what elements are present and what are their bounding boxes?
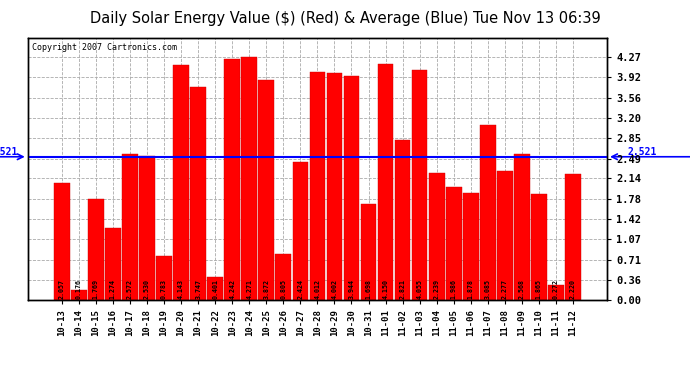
Text: 1.769: 1.769 — [93, 279, 99, 299]
Bar — [173, 64, 189, 300]
Text: Copyright 2007 Cartronics.com: Copyright 2007 Cartronics.com — [32, 43, 177, 52]
Bar — [395, 140, 411, 300]
Text: Daily Solar Energy Value ($) (Red) & Average (Blue) Tue Nov 13 06:39: Daily Solar Energy Value ($) (Red) & Ave… — [90, 11, 600, 26]
Bar — [224, 59, 240, 300]
Text: 2.057: 2.057 — [59, 279, 65, 299]
Text: 2.530: 2.530 — [144, 279, 150, 299]
Text: 0.401: 0.401 — [212, 279, 218, 299]
Bar — [122, 154, 138, 300]
Text: 1.865: 1.865 — [536, 279, 542, 299]
Bar — [548, 285, 564, 300]
Bar — [310, 72, 325, 300]
Bar — [412, 70, 428, 300]
Text: 2.277: 2.277 — [502, 279, 508, 299]
Bar — [480, 125, 495, 300]
Bar — [241, 57, 257, 300]
Text: 4.143: 4.143 — [178, 279, 184, 299]
Text: 1.878: 1.878 — [468, 279, 474, 299]
Text: 1.274: 1.274 — [110, 279, 116, 299]
Text: 2.521: 2.521 — [628, 147, 657, 157]
Bar — [326, 73, 342, 300]
Bar — [71, 290, 87, 300]
Bar — [105, 228, 121, 300]
Bar — [88, 200, 104, 300]
Text: 4.002: 4.002 — [331, 279, 337, 299]
Text: 0.783: 0.783 — [161, 279, 167, 299]
Text: 3.944: 3.944 — [348, 279, 355, 299]
Text: 4.271: 4.271 — [246, 279, 253, 299]
Bar — [156, 255, 172, 300]
Text: 4.150: 4.150 — [382, 279, 388, 299]
Text: 2.572: 2.572 — [127, 279, 133, 299]
Text: 2.568: 2.568 — [519, 279, 525, 299]
Bar — [377, 64, 393, 300]
Text: 2.239: 2.239 — [434, 279, 440, 299]
Bar — [497, 171, 513, 300]
Bar — [361, 204, 376, 300]
Text: 4.055: 4.055 — [417, 279, 423, 299]
Bar — [207, 277, 223, 300]
Bar — [54, 183, 70, 300]
Text: 1.698: 1.698 — [366, 279, 371, 299]
Text: 2.821: 2.821 — [400, 279, 406, 299]
Text: 2.220: 2.220 — [570, 279, 576, 299]
Bar — [531, 194, 546, 300]
Text: 4.242: 4.242 — [229, 279, 235, 299]
Bar — [259, 80, 274, 300]
Text: 0.805: 0.805 — [280, 279, 286, 299]
Bar — [293, 162, 308, 300]
Text: 4.012: 4.012 — [315, 279, 320, 299]
Text: 3.872: 3.872 — [264, 279, 269, 299]
Bar — [565, 174, 581, 300]
Text: 2.521: 2.521 — [0, 147, 18, 157]
Bar — [190, 87, 206, 300]
Text: 1.986: 1.986 — [451, 279, 457, 299]
Text: 3.085: 3.085 — [485, 279, 491, 299]
Text: 2.424: 2.424 — [297, 279, 304, 299]
Bar — [514, 154, 530, 300]
Bar — [275, 254, 291, 300]
Bar — [344, 76, 359, 300]
Text: 0.176: 0.176 — [76, 279, 82, 299]
Bar — [429, 173, 444, 300]
Text: 0.272: 0.272 — [553, 279, 559, 299]
Bar — [463, 193, 479, 300]
Bar — [446, 187, 462, 300]
Text: 3.747: 3.747 — [195, 279, 201, 299]
Bar — [139, 156, 155, 300]
